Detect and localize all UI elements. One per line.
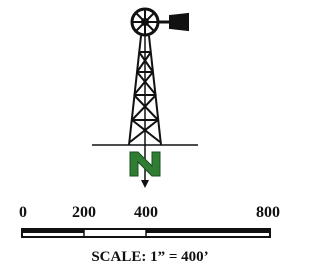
scale-bar: 0 200 400 800 SCALE: 1” = 400’ — [19, 204, 280, 265]
scale-caption: SCALE: 1” = 400’ — [91, 249, 208, 265]
scale-tick-label: 200 — [72, 204, 96, 221]
windmill — [92, 9, 198, 145]
scale-tick-label: 800 — [256, 204, 280, 221]
scale-tick-label: 0 — [19, 204, 27, 221]
scale-tick-label: 400 — [134, 204, 158, 221]
north-arrow: N — [130, 145, 160, 188]
map-legend: N 0 200 400 800 SCALE: 1” = 400’ — [0, 0, 297, 276]
